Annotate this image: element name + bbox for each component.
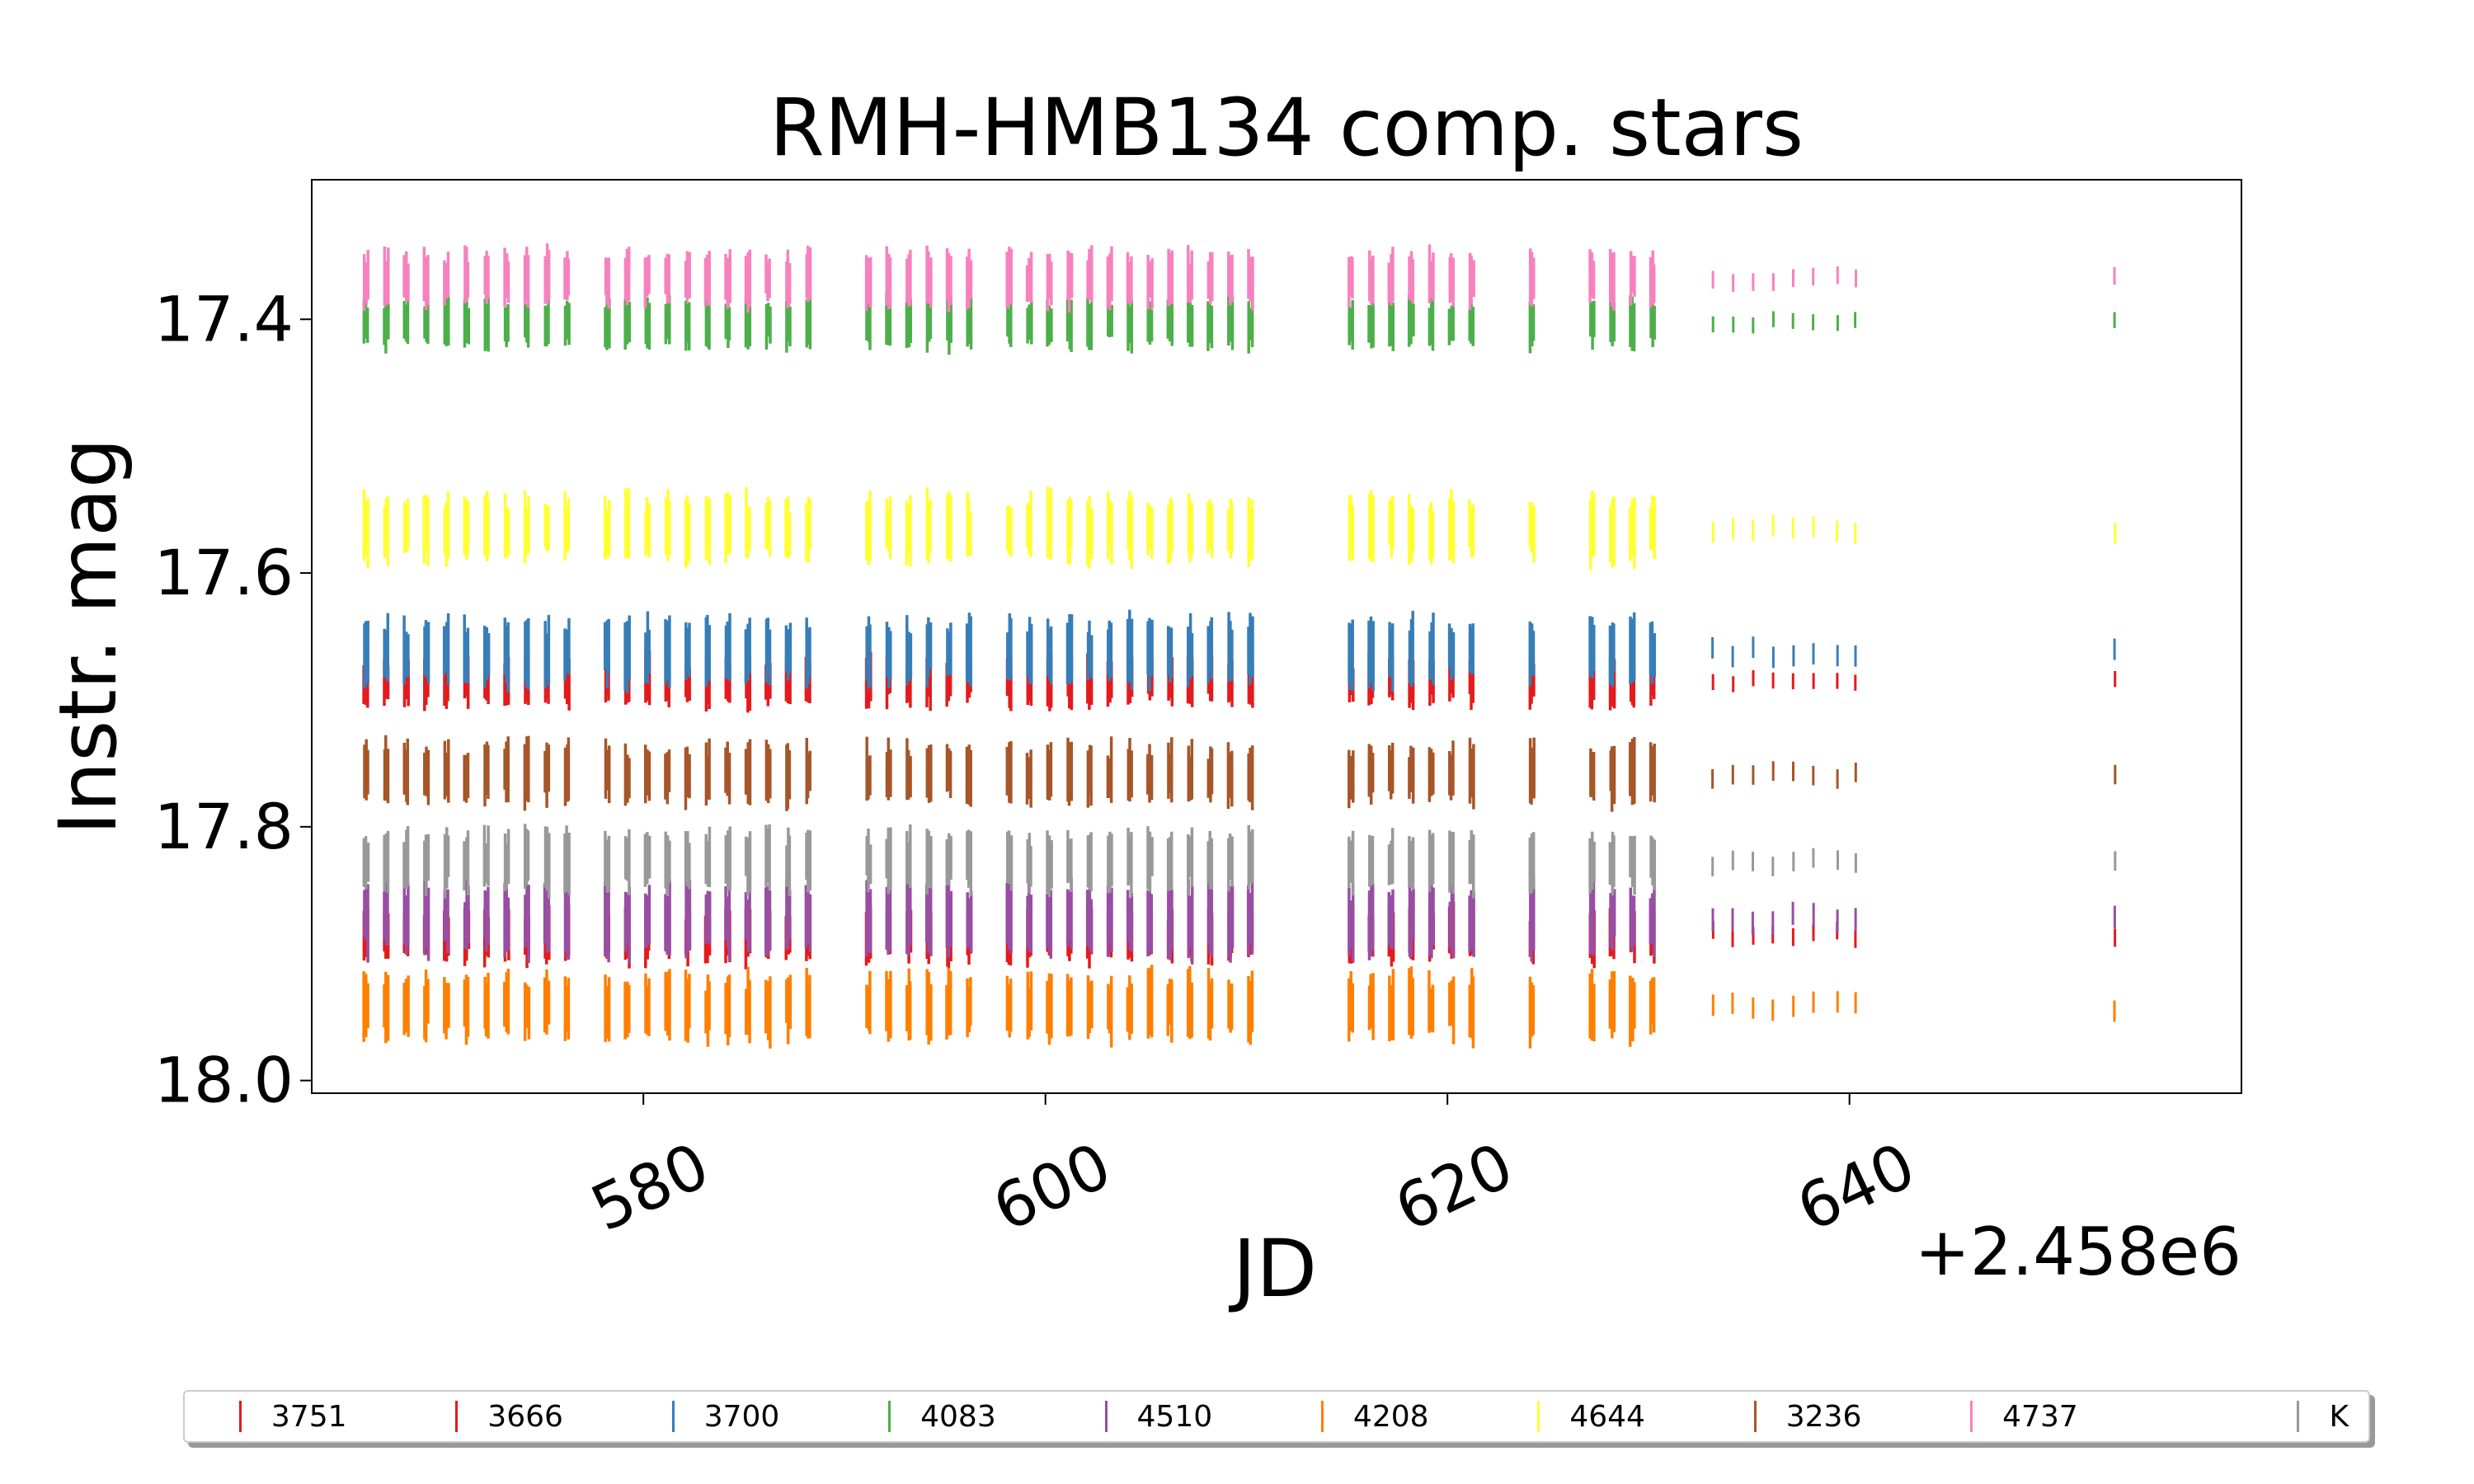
series-K — [362, 824, 2117, 899]
legend-label: 4208 — [1352, 1399, 1429, 1434]
x-tick-label: 640 — [1786, 1129, 1926, 1246]
y-axis-label: Instr. mag — [42, 438, 134, 835]
series-3236 — [363, 735, 2117, 812]
legend-item: 3236 — [1700, 1400, 1916, 1434]
legend-label: 3751 — [270, 1399, 347, 1434]
legend-label: 4083 — [920, 1399, 996, 1434]
legend-item: 3751 — [185, 1400, 401, 1434]
legend-swatch — [455, 1401, 459, 1432]
legend-label: K — [2329, 1399, 2349, 1434]
legend-swatch — [671, 1401, 675, 1432]
legend-swatch — [1320, 1401, 1324, 1432]
series-4510 — [363, 875, 2116, 965]
legend-item: 4510 — [1051, 1400, 1267, 1434]
x-axis-label: JD — [1229, 1223, 1317, 1315]
legend-label: 3700 — [703, 1399, 780, 1434]
legend-swatch — [1104, 1401, 1108, 1432]
y-tick-label: 17.6 — [154, 536, 294, 609]
x-tick-label: 580 — [580, 1129, 719, 1246]
series-4737 — [362, 243, 2116, 313]
legend-item: 3700 — [618, 1400, 834, 1434]
chart-title: RMH-HMB134 comp. stars — [769, 82, 1804, 174]
legend-label: 3236 — [1785, 1399, 1862, 1434]
legend-swatch — [2297, 1401, 2300, 1432]
legend-swatch — [1753, 1401, 1757, 1432]
legend-item: 4644 — [1483, 1400, 1699, 1434]
legend-item: 3666 — [401, 1400, 617, 1434]
legend-swatch — [1537, 1401, 1540, 1432]
legend-item: 4208 — [1267, 1400, 1483, 1434]
legend-label: 4510 — [1136, 1399, 1213, 1434]
series-3700 — [363, 609, 2116, 693]
series-4644 — [362, 486, 2117, 571]
legend-item: K — [2133, 1400, 2368, 1434]
x-tick-label: 600 — [982, 1129, 1122, 1246]
series-4208 — [362, 965, 2116, 1049]
legend-label: 4644 — [1569, 1399, 1645, 1434]
legend-swatch — [888, 1401, 891, 1432]
y-axis: 17.4 17.6 17.8 18.0 — [154, 282, 312, 1117]
data-marks — [362, 243, 2117, 1049]
y-tick-label: 17.4 — [154, 282, 294, 355]
x-tick-label: 620 — [1384, 1129, 1523, 1246]
legend-swatch — [238, 1401, 242, 1432]
y-tick-label: 17.8 — [154, 790, 294, 863]
plot-area — [311, 179, 2242, 1094]
series-4083 — [362, 292, 2116, 355]
legend-swatch — [1970, 1401, 1973, 1432]
y-tick-label: 18.0 — [154, 1044, 294, 1117]
x-offset-label: +2.458e6 — [1915, 1214, 2241, 1290]
legend: 3751 3666 3700 4083 4510 4208 4644 3236 4737 K — [183, 1390, 2370, 1443]
legend-label: 3666 — [487, 1399, 563, 1434]
legend-item: 4083 — [834, 1400, 1050, 1434]
legend-item: 4737 — [1916, 1400, 2132, 1434]
legend-label: 4737 — [2002, 1399, 2078, 1434]
